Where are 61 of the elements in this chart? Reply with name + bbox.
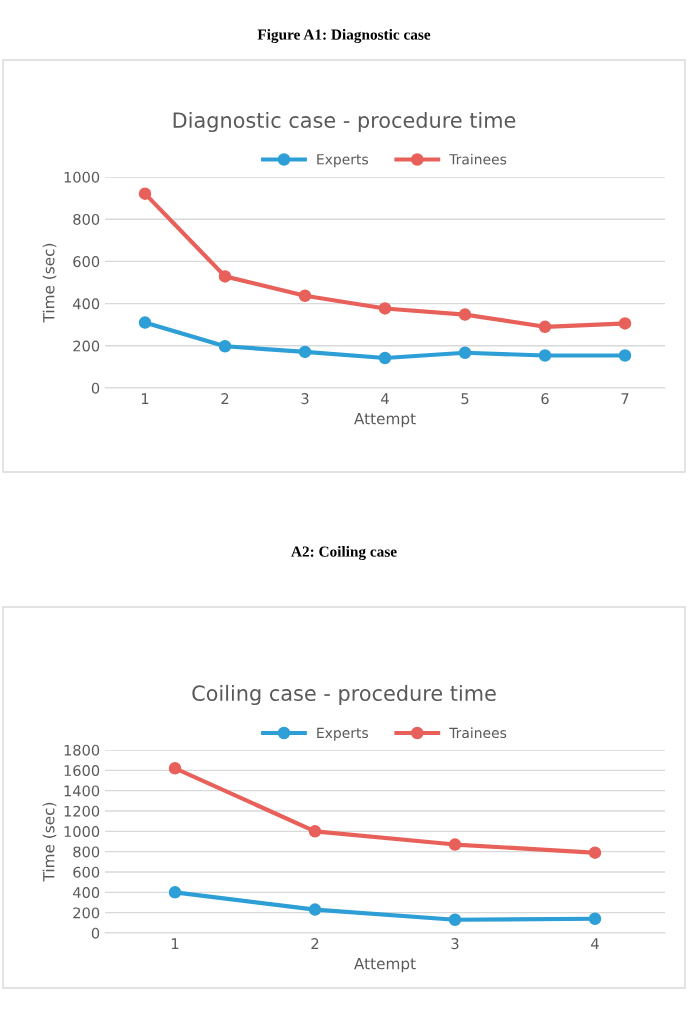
y-tick-label: 1200 bbox=[64, 805, 100, 817]
point bbox=[588, 912, 602, 926]
x-tick-label: 1 bbox=[141, 393, 149, 404]
y-tick-label: 0 bbox=[91, 382, 100, 394]
y-tick-label: 1400 bbox=[64, 785, 100, 797]
legend-label: Experts bbox=[317, 154, 368, 168]
point bbox=[218, 339, 232, 353]
x-tick-label: 2 bbox=[311, 938, 319, 949]
point bbox=[458, 308, 472, 321]
y-tick-label: 0 bbox=[91, 927, 100, 939]
y-tick-label: 400 bbox=[73, 887, 100, 899]
x-tick-label: 3 bbox=[301, 393, 309, 405]
point bbox=[218, 270, 232, 283]
x-axis-title: Attempt bbox=[354, 958, 416, 973]
y-tick-label: 1000 bbox=[64, 171, 100, 183]
x-tick-label: 2 bbox=[221, 393, 229, 404]
y-tick-label: 1000 bbox=[64, 826, 100, 838]
point bbox=[138, 187, 152, 200]
point bbox=[168, 886, 182, 899]
x-tick-label: 4 bbox=[591, 938, 599, 949]
point bbox=[168, 762, 182, 775]
x-axis-title: Attempt bbox=[354, 413, 416, 428]
point bbox=[298, 289, 312, 303]
y-tick-label: 600 bbox=[73, 256, 100, 268]
x-tick-label: 5 bbox=[461, 393, 469, 405]
x-tick-label: 1 bbox=[171, 938, 179, 949]
point bbox=[588, 846, 602, 859]
y-tick-label: 800 bbox=[73, 213, 100, 225]
point bbox=[538, 320, 552, 334]
y-axis-title: Time (sec) bbox=[42, 243, 57, 323]
y-tick-label: 600 bbox=[73, 866, 100, 878]
point bbox=[308, 903, 322, 916]
point bbox=[308, 825, 322, 838]
x-tick-label: 7 bbox=[621, 393, 629, 404]
point bbox=[458, 346, 472, 360]
point bbox=[618, 317, 632, 330]
y-axis-title: Time (sec) bbox=[42, 802, 57, 882]
point bbox=[378, 302, 392, 315]
y-tick-label: 200 bbox=[73, 340, 100, 352]
legend-label: Experts bbox=[317, 727, 368, 741]
point bbox=[538, 349, 552, 362]
y-tick-label: 1800 bbox=[64, 744, 100, 756]
y-tick-label: 1600 bbox=[64, 765, 100, 777]
x-tick-label: 4 bbox=[381, 393, 389, 404]
y-tick-label: 400 bbox=[73, 298, 100, 310]
caption: Figure A1: Diagnostic case bbox=[257, 29, 431, 43]
point bbox=[378, 351, 392, 365]
legend-label: Trainees bbox=[449, 153, 507, 165]
chart-title: Coiling case - procedure time bbox=[192, 684, 496, 706]
point bbox=[448, 913, 462, 927]
legend-label: Trainees bbox=[449, 727, 507, 739]
y-tick-label: 200 bbox=[73, 907, 100, 919]
point bbox=[448, 838, 462, 851]
x-tick-label: 3 bbox=[451, 938, 459, 950]
x-tick-label: 6 bbox=[541, 393, 549, 405]
point bbox=[618, 349, 632, 362]
text: A2: Coiling case bbox=[291, 546, 397, 560]
chart-title: Diagnostic case - procedure time bbox=[173, 111, 516, 133]
y-tick-label: 800 bbox=[73, 846, 100, 858]
point bbox=[298, 345, 312, 359]
point bbox=[138, 316, 152, 329]
